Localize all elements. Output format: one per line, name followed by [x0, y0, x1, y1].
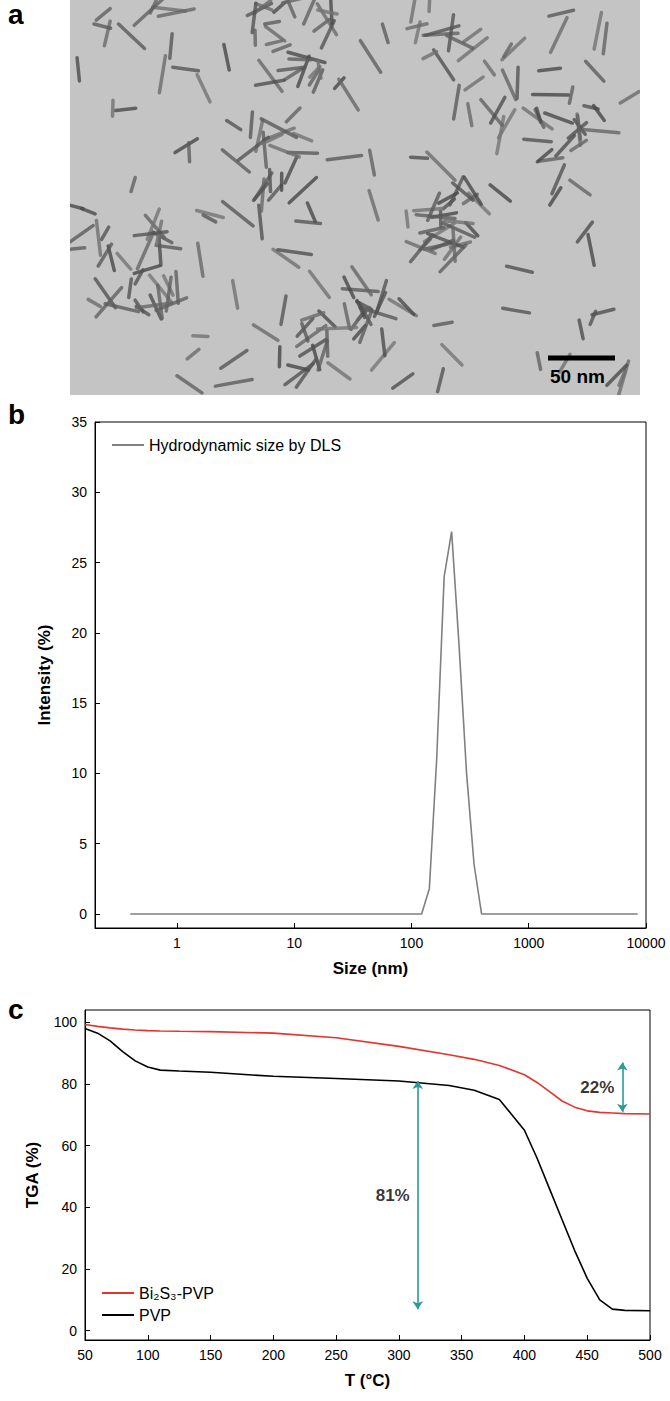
svg-text:T (°C): T (°C) — [345, 1371, 391, 1390]
svg-text:0: 0 — [79, 906, 87, 922]
svg-text:PVP: PVP — [139, 1307, 171, 1324]
svg-text:Bi₂S₃-PVP: Bi₂S₃-PVP — [139, 1285, 214, 1302]
svg-text:500: 500 — [638, 1347, 662, 1363]
svg-text:1: 1 — [173, 935, 181, 951]
svg-text:40: 40 — [61, 1199, 77, 1215]
svg-text:80: 80 — [61, 1076, 77, 1092]
svg-text:200: 200 — [262, 1347, 286, 1363]
svg-text:150: 150 — [199, 1347, 223, 1363]
svg-text:TGA (%): TGA (%) — [23, 1142, 42, 1208]
svg-text:22%: 22% — [580, 1078, 614, 1097]
html-text:50 nm: 50 nm — [550, 366, 605, 387]
svg-text:50: 50 — [77, 1347, 93, 1363]
svg-text:100: 100 — [136, 1347, 160, 1363]
svg-text:60: 60 — [61, 1138, 77, 1154]
svg-text:25: 25 — [71, 555, 87, 571]
svg-text:35: 35 — [71, 414, 87, 430]
svg-text:15: 15 — [71, 695, 87, 711]
html-text:c: c — [8, 994, 24, 1025]
svg-text:20: 20 — [61, 1261, 77, 1277]
svg-text:450: 450 — [576, 1347, 600, 1363]
svg-text:30: 30 — [71, 484, 87, 500]
svg-text:10000: 10000 — [627, 935, 666, 951]
svg-text:100: 100 — [54, 1014, 78, 1030]
svg-text:10: 10 — [71, 765, 87, 781]
svg-text:20: 20 — [71, 625, 87, 641]
svg-text:Hydrodynamic size by DLS: Hydrodynamic size by DLS — [149, 437, 341, 454]
svg-text:1000: 1000 — [513, 935, 544, 951]
svg-text:300: 300 — [387, 1347, 411, 1363]
svg-text:81%: 81% — [376, 1186, 410, 1205]
svg-text:100: 100 — [400, 935, 424, 951]
html-text:a: a — [8, 0, 24, 30]
svg-text:350: 350 — [450, 1347, 474, 1363]
svg-text:400: 400 — [513, 1347, 537, 1363]
svg-text:250: 250 — [324, 1347, 348, 1363]
svg-text:Intensity (%): Intensity (%) — [35, 624, 54, 725]
svg-text:10: 10 — [286, 935, 302, 951]
svg-text:0: 0 — [69, 1323, 77, 1339]
svg-text:5: 5 — [79, 836, 87, 852]
html-text:b: b — [8, 399, 26, 430]
svg-text:Size (nm): Size (nm) — [333, 959, 409, 978]
